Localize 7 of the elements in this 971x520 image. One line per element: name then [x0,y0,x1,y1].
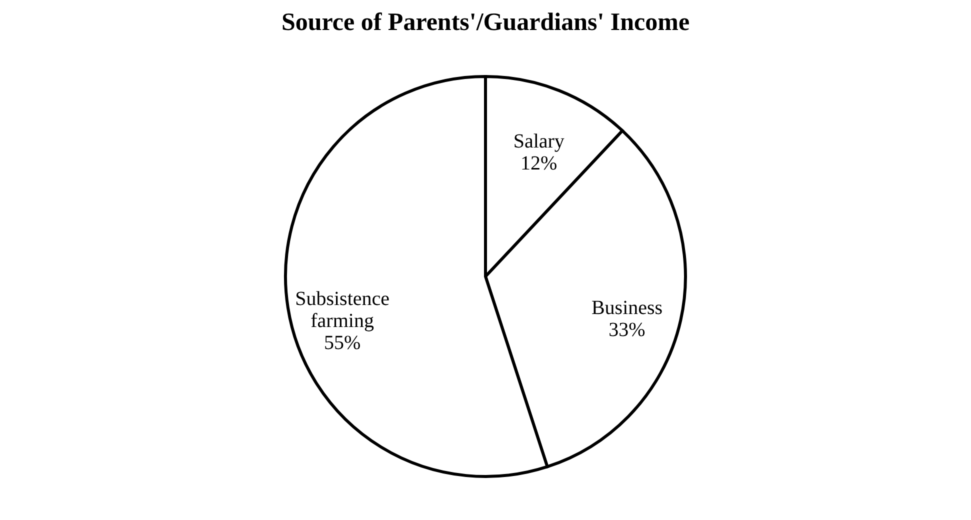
data-label: 55% [324,332,361,354]
data-label: 12% [520,152,558,175]
chart-title: Source of Parents'/Guardians' Income [281,9,690,36]
data-label: 33% [608,319,646,342]
slice-label: Salary [513,130,564,153]
slice-label: Subsistence farming [295,288,390,332]
slice-label: Business [591,297,663,320]
